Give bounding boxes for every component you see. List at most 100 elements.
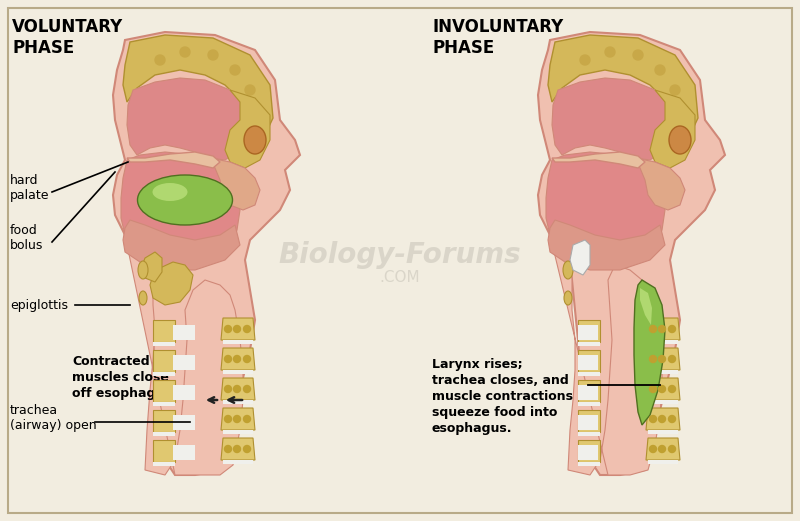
- Polygon shape: [578, 445, 598, 460]
- Text: VOLUNTARY
PHASE: VOLUNTARY PHASE: [12, 18, 123, 57]
- Polygon shape: [221, 348, 255, 370]
- Polygon shape: [127, 152, 220, 168]
- Polygon shape: [153, 342, 175, 346]
- Polygon shape: [221, 408, 255, 430]
- Polygon shape: [650, 90, 695, 168]
- Polygon shape: [578, 410, 600, 432]
- Polygon shape: [153, 320, 175, 342]
- Polygon shape: [648, 340, 678, 344]
- Polygon shape: [173, 355, 195, 370]
- Ellipse shape: [138, 261, 148, 279]
- Polygon shape: [578, 402, 600, 406]
- Polygon shape: [578, 342, 600, 346]
- Circle shape: [225, 445, 231, 453]
- Text: Larynx rises;
trachea closes, and
muscle contractions
squeeze food into
esophagu: Larynx rises; trachea closes, and muscle…: [432, 358, 573, 435]
- Circle shape: [234, 326, 241, 332]
- Circle shape: [650, 355, 657, 363]
- Polygon shape: [646, 318, 680, 340]
- Polygon shape: [123, 220, 240, 270]
- Polygon shape: [640, 288, 652, 325]
- Polygon shape: [223, 400, 253, 404]
- Text: Biology-Forums: Biology-Forums: [278, 241, 522, 269]
- Polygon shape: [646, 438, 680, 460]
- Circle shape: [230, 65, 240, 75]
- Polygon shape: [578, 380, 600, 402]
- Circle shape: [605, 47, 615, 57]
- Polygon shape: [223, 340, 253, 344]
- Polygon shape: [141, 252, 162, 282]
- Polygon shape: [578, 462, 600, 466]
- Circle shape: [234, 386, 241, 392]
- Polygon shape: [153, 462, 175, 466]
- Polygon shape: [635, 158, 685, 210]
- Circle shape: [669, 386, 675, 392]
- Circle shape: [243, 445, 250, 453]
- Polygon shape: [546, 152, 665, 262]
- Polygon shape: [578, 350, 600, 372]
- Polygon shape: [150, 262, 193, 305]
- Polygon shape: [173, 325, 195, 340]
- Polygon shape: [173, 385, 195, 400]
- Ellipse shape: [563, 261, 573, 279]
- Circle shape: [658, 416, 666, 423]
- Ellipse shape: [244, 126, 266, 154]
- Polygon shape: [578, 325, 598, 340]
- Polygon shape: [153, 402, 175, 406]
- Polygon shape: [153, 410, 175, 432]
- Circle shape: [225, 355, 231, 363]
- Polygon shape: [578, 385, 598, 400]
- Polygon shape: [223, 460, 253, 464]
- Polygon shape: [578, 320, 600, 342]
- Circle shape: [658, 386, 666, 392]
- Circle shape: [155, 55, 165, 65]
- Polygon shape: [578, 372, 600, 376]
- Circle shape: [245, 85, 255, 95]
- Polygon shape: [221, 318, 255, 340]
- Circle shape: [234, 445, 241, 453]
- Polygon shape: [153, 432, 175, 436]
- Polygon shape: [646, 348, 680, 370]
- Circle shape: [580, 55, 590, 65]
- Polygon shape: [153, 372, 175, 376]
- Polygon shape: [223, 430, 253, 434]
- Circle shape: [225, 326, 231, 332]
- Ellipse shape: [138, 175, 233, 225]
- Circle shape: [234, 416, 241, 423]
- Polygon shape: [548, 220, 665, 270]
- Circle shape: [650, 386, 657, 392]
- Polygon shape: [123, 35, 273, 135]
- Circle shape: [208, 50, 218, 60]
- Circle shape: [650, 416, 657, 423]
- Circle shape: [243, 416, 250, 423]
- Circle shape: [243, 355, 250, 363]
- Ellipse shape: [564, 291, 572, 305]
- Polygon shape: [153, 380, 175, 402]
- Circle shape: [669, 445, 675, 453]
- Circle shape: [660, 110, 670, 120]
- Circle shape: [669, 416, 675, 423]
- Polygon shape: [648, 460, 678, 464]
- Polygon shape: [646, 408, 680, 430]
- Polygon shape: [221, 438, 255, 460]
- Circle shape: [658, 445, 666, 453]
- Polygon shape: [646, 378, 680, 400]
- Circle shape: [658, 355, 666, 363]
- Polygon shape: [223, 370, 253, 374]
- Ellipse shape: [139, 291, 147, 305]
- Polygon shape: [225, 90, 270, 168]
- Polygon shape: [578, 440, 600, 462]
- Polygon shape: [552, 78, 675, 160]
- Polygon shape: [125, 235, 243, 475]
- Text: Contracted
muscles close
off esophagus.: Contracted muscles close off esophagus.: [72, 355, 176, 400]
- Text: food
bolus: food bolus: [10, 224, 43, 252]
- Circle shape: [180, 47, 190, 57]
- Circle shape: [225, 386, 231, 392]
- Polygon shape: [173, 415, 195, 430]
- Text: .COM: .COM: [380, 270, 420, 286]
- Circle shape: [650, 445, 657, 453]
- Circle shape: [658, 326, 666, 332]
- Polygon shape: [221, 378, 255, 400]
- Text: INVOLUNTARY
PHASE: INVOLUNTARY PHASE: [432, 18, 563, 57]
- Text: epiglottis: epiglottis: [10, 299, 68, 312]
- Circle shape: [633, 50, 643, 60]
